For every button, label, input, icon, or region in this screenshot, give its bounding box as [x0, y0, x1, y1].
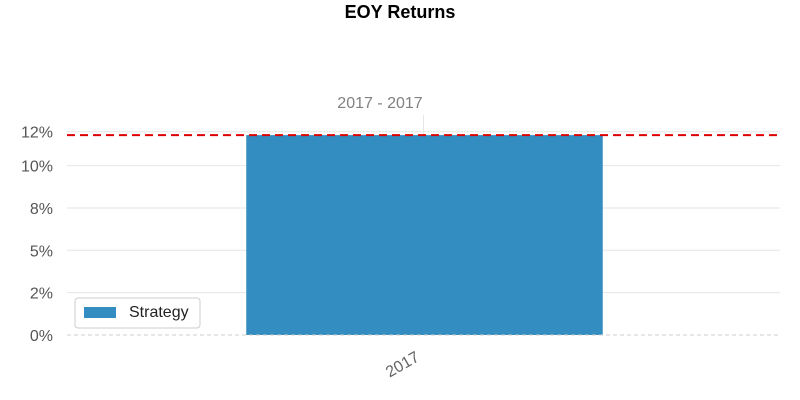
y-tick-label: 8%: [30, 201, 53, 218]
legend: Strategy: [74, 297, 201, 329]
bar-strategy-2017: [246, 135, 603, 335]
y-tick-label: 5%: [30, 243, 53, 260]
x-axis-ticks: 2017: [383, 349, 422, 382]
legend-label-strategy: Strategy: [129, 304, 189, 321]
bars: [246, 135, 603, 335]
legend-box: [74, 297, 201, 329]
y-tick-label: 2%: [30, 286, 53, 303]
chart-subtitle: 2017 - 2017: [337, 95, 423, 112]
y-tick-label: 12%: [21, 125, 53, 142]
x-tick-label: 2017: [383, 349, 422, 382]
legend-swatch-strategy: [84, 307, 116, 318]
y-tick-label: 0%: [30, 328, 53, 345]
y-tick-label: 10%: [21, 159, 53, 176]
chart-title: EOY Returns: [345, 2, 456, 22]
y-axis-ticks: 0% 2% 5% 8% 10% 12%: [21, 125, 53, 345]
